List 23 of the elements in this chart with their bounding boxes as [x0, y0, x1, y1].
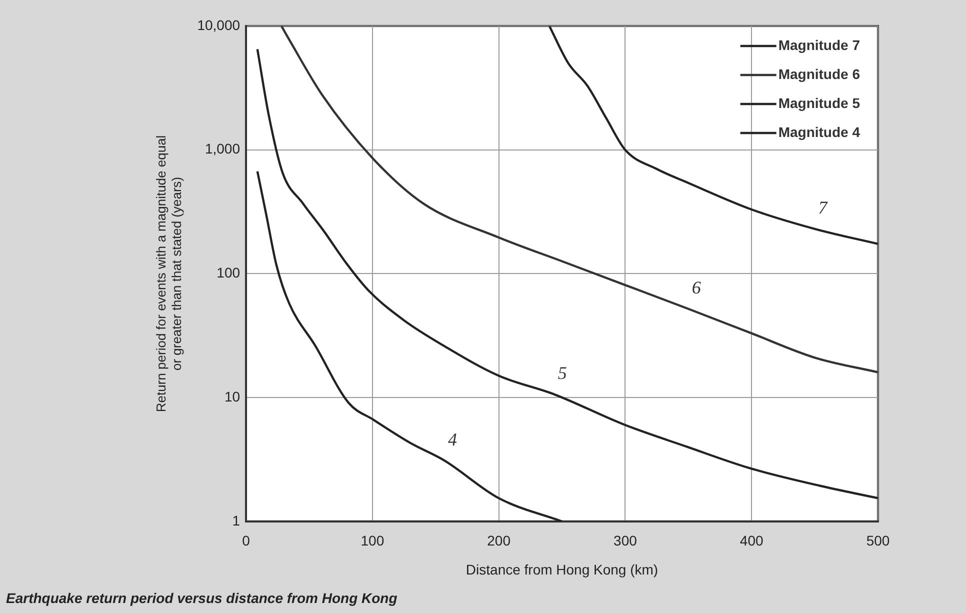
x-tick-label: 100 [360, 532, 384, 549]
legend-label: Magnitude 7 [778, 36, 860, 53]
x-tick-label: 300 [614, 532, 638, 549]
annotation: 7 [818, 198, 828, 218]
x-tick-label: 0 [242, 532, 250, 549]
y-tick-label: 100 [216, 264, 240, 281]
x-tick-label: 200 [487, 532, 511, 549]
x-tick-label: 500 [866, 532, 890, 549]
annotation: 6 [692, 278, 701, 298]
legend-label: Magnitude 6 [778, 66, 860, 82]
line-series [548, 26, 878, 246]
legend-label: Magnitude 4 [778, 124, 860, 140]
y-axis-title: Return period for events with a magnitude equal or greater than that stated (years) [153, 135, 184, 412]
y-tick-label: 10 [224, 388, 240, 404]
y-tick-label: 1,000 [204, 140, 240, 157]
legend-label: Magnitude 5 [778, 94, 860, 111]
annotation: 4 [448, 429, 457, 450]
y-tick-label: 1 [232, 512, 240, 528]
x-axis-title: Distance from Hong Kong (km) [466, 561, 658, 578]
y-tick-label: 10,000 [197, 16, 240, 33]
annotation: 5 [558, 363, 567, 384]
text: Earthquake return period versus distance from Hong Kong [6, 590, 398, 606]
x-tick-label: 400 [740, 532, 764, 549]
